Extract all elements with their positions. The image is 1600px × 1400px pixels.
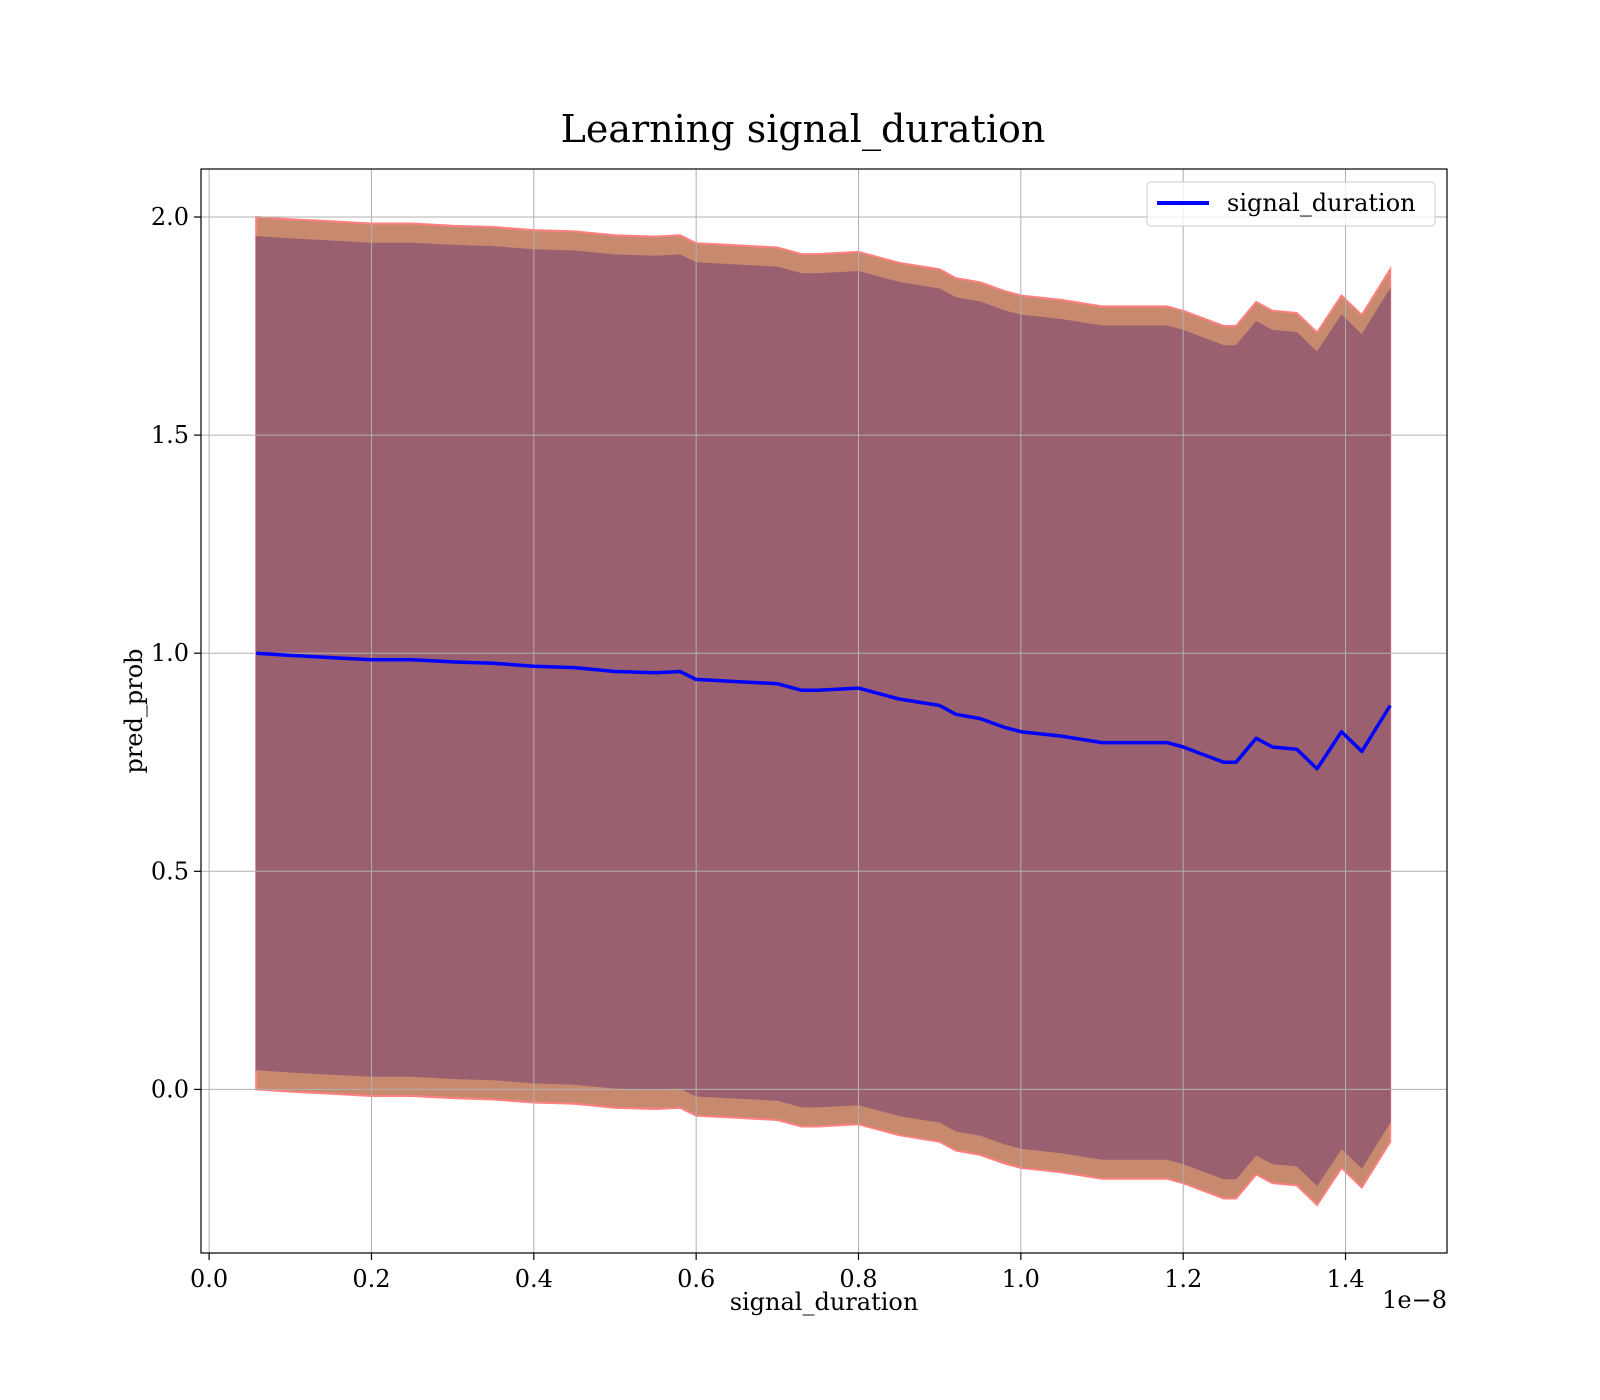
x-axis-offset-label: 1e−8 <box>1382 1286 1447 1314</box>
x-tick-label: 0.0 <box>190 1265 228 1293</box>
x-tick-label: 0.6 <box>677 1265 715 1293</box>
chart-title: Learning signal_duration <box>561 107 1046 152</box>
x-tick-label: 0.4 <box>515 1265 553 1293</box>
y-tick-label: 2.0 <box>151 203 189 231</box>
plot-area <box>200 168 1448 1254</box>
y-tick-label: 1.0 <box>151 639 189 667</box>
x-tick-label: 1.2 <box>1164 1265 1202 1293</box>
x-tick-label: 0.2 <box>352 1265 390 1293</box>
series-line <box>256 651 1392 771</box>
x-tick-label: 1.4 <box>1326 1265 1364 1293</box>
x-tick-label: 0.8 <box>839 1265 877 1293</box>
legend-box <box>1146 181 1436 227</box>
y-tick-label: 0.0 <box>151 1075 189 1103</box>
confidence-bands <box>255 215 1392 1207</box>
x-tick-label: 1.0 <box>1002 1265 1040 1293</box>
x-axis-ticks: 0.0 0.2 0.4 0.6 0.8 1.0 1.2 1.4 <box>190 1253 1365 1293</box>
legend-label: signal_duration <box>1227 189 1416 217</box>
y-axis-label: pred_prob <box>120 648 148 773</box>
band-inner <box>255 236 1391 1187</box>
y-axis-ticks: 0.0 0.5 1.0 1.5 2.0 <box>151 203 201 1103</box>
grid-lines <box>201 169 1447 1253</box>
y-tick-label: 0.5 <box>151 857 189 885</box>
legend: signal_duration <box>1146 181 1436 227</box>
plot-frame <box>200 168 1448 1254</box>
y-tick-label: 1.5 <box>151 421 189 449</box>
x-axis-label: signal_duration <box>730 1288 919 1316</box>
series-lines <box>256 651 1392 771</box>
